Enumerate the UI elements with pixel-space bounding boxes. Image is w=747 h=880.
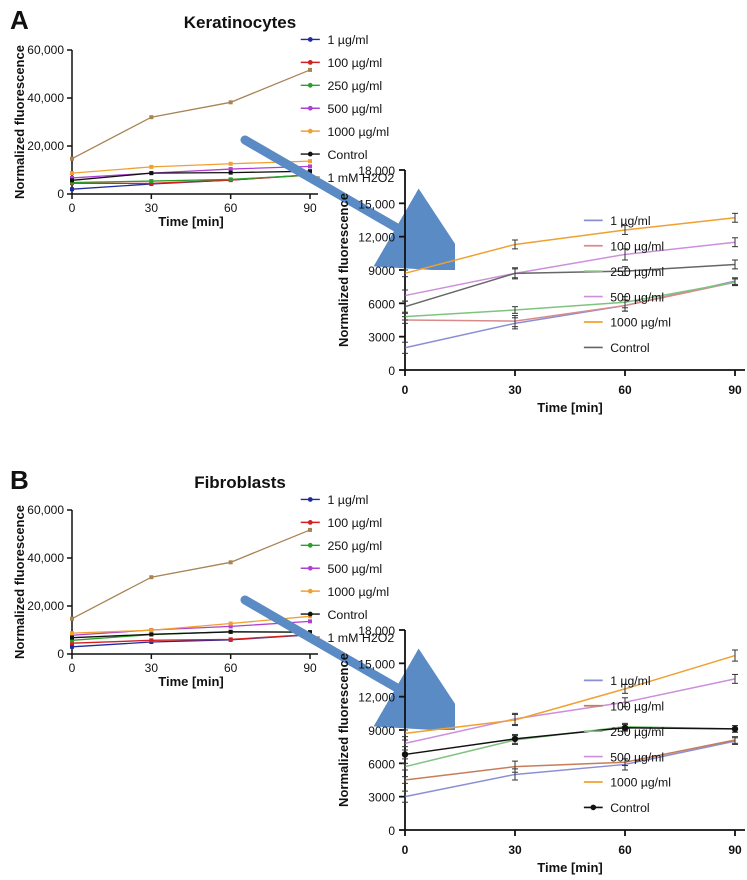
svg-text:500 µg/ml: 500 µg/ml xyxy=(610,750,664,764)
svg-text:Normalized fluorescence: Normalized fluorescence xyxy=(12,45,27,199)
svg-text:18,000: 18,000 xyxy=(358,624,395,638)
svg-text:9000: 9000 xyxy=(368,264,395,278)
svg-text:0: 0 xyxy=(402,383,409,397)
svg-text:6000: 6000 xyxy=(368,757,395,771)
svg-text:100 µg/ml: 100 µg/ml xyxy=(610,699,664,713)
svg-text:250 µg/ml: 250 µg/ml xyxy=(327,539,382,553)
svg-text:60,000: 60,000 xyxy=(27,43,64,57)
svg-text:12,000: 12,000 xyxy=(358,231,395,245)
svg-text:0: 0 xyxy=(69,661,76,675)
svg-text:1000 µg/ml: 1000 µg/ml xyxy=(610,316,671,330)
svg-text:90: 90 xyxy=(728,383,742,397)
svg-text:Time [min]: Time [min] xyxy=(158,674,224,689)
legend-fibroblasts-inset: 1 µg/ml 100 µg/ml 250 µg/ml 500 µg/ml 1000 µ… xyxy=(582,655,742,845)
svg-text:12,000: 12,000 xyxy=(358,691,395,705)
svg-text:Control: Control xyxy=(610,341,649,355)
svg-text:0: 0 xyxy=(57,647,64,661)
svg-text:1 µg/ml: 1 µg/ml xyxy=(610,214,650,228)
panel-label-b: B xyxy=(10,465,29,496)
svg-text:20,000: 20,000 xyxy=(27,139,64,153)
svg-text:18,000: 18,000 xyxy=(358,164,395,178)
svg-text:60: 60 xyxy=(618,383,632,397)
svg-text:30: 30 xyxy=(508,383,522,397)
svg-text:500 µg/ml: 500 µg/ml xyxy=(327,102,382,116)
svg-text:1 µg/ml: 1 µg/ml xyxy=(327,493,368,507)
svg-text:100 µg/ml: 100 µg/ml xyxy=(327,516,382,530)
svg-text:500 µg/ml: 500 µg/ml xyxy=(327,562,382,576)
svg-text:6000: 6000 xyxy=(368,297,395,311)
svg-text:15,000: 15,000 xyxy=(358,197,395,211)
svg-text:30: 30 xyxy=(145,201,159,215)
svg-text:Control: Control xyxy=(610,801,649,815)
svg-text:1 µg/ml: 1 µg/ml xyxy=(610,674,650,688)
svg-text:3000: 3000 xyxy=(368,331,395,345)
svg-text:100 µg/ml: 100 µg/ml xyxy=(610,239,664,253)
svg-text:0: 0 xyxy=(57,187,64,201)
legend-keratinocytes-inset: 1 µg/ml 100 µg/ml 250 µg/ml 500 µg/ml 1000 µ… xyxy=(582,195,742,385)
panel-label-a: A xyxy=(10,5,29,36)
svg-text:1 µg/ml: 1 µg/ml xyxy=(327,33,368,47)
svg-text:250 µg/ml: 250 µg/ml xyxy=(610,265,664,279)
svg-text:40,000: 40,000 xyxy=(27,551,64,565)
svg-text:Time [min]: Time [min] xyxy=(158,214,224,229)
svg-text:Normalized fluorescence: Normalized fluorescence xyxy=(12,505,27,659)
svg-text:60,000: 60,000 xyxy=(27,503,64,517)
svg-text:Normalized fluorescence: Normalized fluorescence xyxy=(336,653,351,807)
svg-text:500 µg/ml: 500 µg/ml xyxy=(610,290,664,304)
svg-text:20,000: 20,000 xyxy=(27,599,64,613)
svg-text:250 µg/ml: 250 µg/ml xyxy=(610,725,664,739)
svg-text:15,000: 15,000 xyxy=(358,657,395,671)
svg-text:100 µg/ml: 100 µg/ml xyxy=(327,56,382,70)
svg-text:0: 0 xyxy=(69,201,76,215)
svg-text:Normalized fluorescence: Normalized fluorescence xyxy=(336,193,351,347)
svg-text:0: 0 xyxy=(388,824,395,838)
svg-text:30: 30 xyxy=(145,661,159,675)
svg-text:0: 0 xyxy=(388,364,395,378)
svg-text:9000: 9000 xyxy=(368,724,395,738)
svg-text:Time [min]: Time [min] xyxy=(537,860,603,875)
svg-text:3000: 3000 xyxy=(368,791,395,805)
svg-text:250 µg/ml: 250 µg/ml xyxy=(327,79,382,93)
svg-text:40,000: 40,000 xyxy=(27,91,64,105)
svg-text:Time [min]: Time [min] xyxy=(537,400,603,415)
svg-text:1000 µg/ml: 1000 µg/ml xyxy=(610,776,671,790)
